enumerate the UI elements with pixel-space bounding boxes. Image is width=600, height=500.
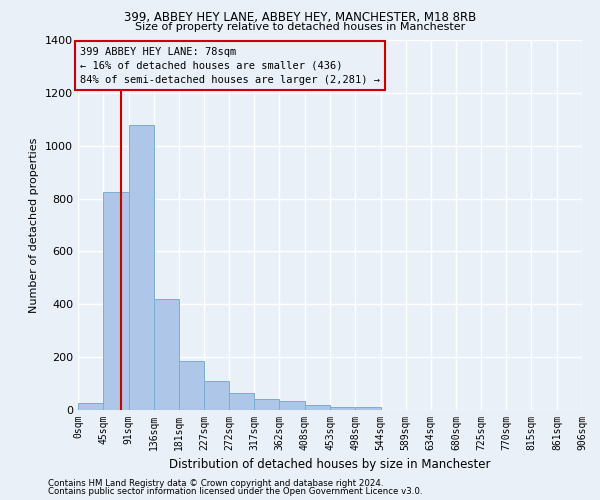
Bar <box>254 400 280 410</box>
Text: 399 ABBEY HEY LANE: 78sqm
← 16% of detached houses are smaller (436)
84% of semi: 399 ABBEY HEY LANE: 78sqm ← 16% of detac… <box>80 46 380 84</box>
Bar <box>154 299 179 410</box>
Bar <box>229 393 254 410</box>
Bar <box>355 408 380 410</box>
Y-axis label: Number of detached properties: Number of detached properties <box>29 138 40 312</box>
Text: Contains public sector information licensed under the Open Government Licence v3: Contains public sector information licen… <box>48 487 422 496</box>
Text: Contains HM Land Registry data © Crown copyright and database right 2024.: Contains HM Land Registry data © Crown c… <box>48 478 383 488</box>
X-axis label: Distribution of detached houses by size in Manchester: Distribution of detached houses by size … <box>169 458 491 471</box>
Bar <box>179 361 204 410</box>
Bar <box>280 401 305 410</box>
Bar <box>305 404 330 410</box>
Bar <box>204 381 229 410</box>
Bar <box>330 408 355 410</box>
Bar <box>78 404 103 410</box>
Text: 399, ABBEY HEY LANE, ABBEY HEY, MANCHESTER, M18 8RB: 399, ABBEY HEY LANE, ABBEY HEY, MANCHEST… <box>124 11 476 24</box>
Text: Size of property relative to detached houses in Manchester: Size of property relative to detached ho… <box>135 22 465 32</box>
Bar <box>128 124 154 410</box>
Bar <box>103 192 128 410</box>
